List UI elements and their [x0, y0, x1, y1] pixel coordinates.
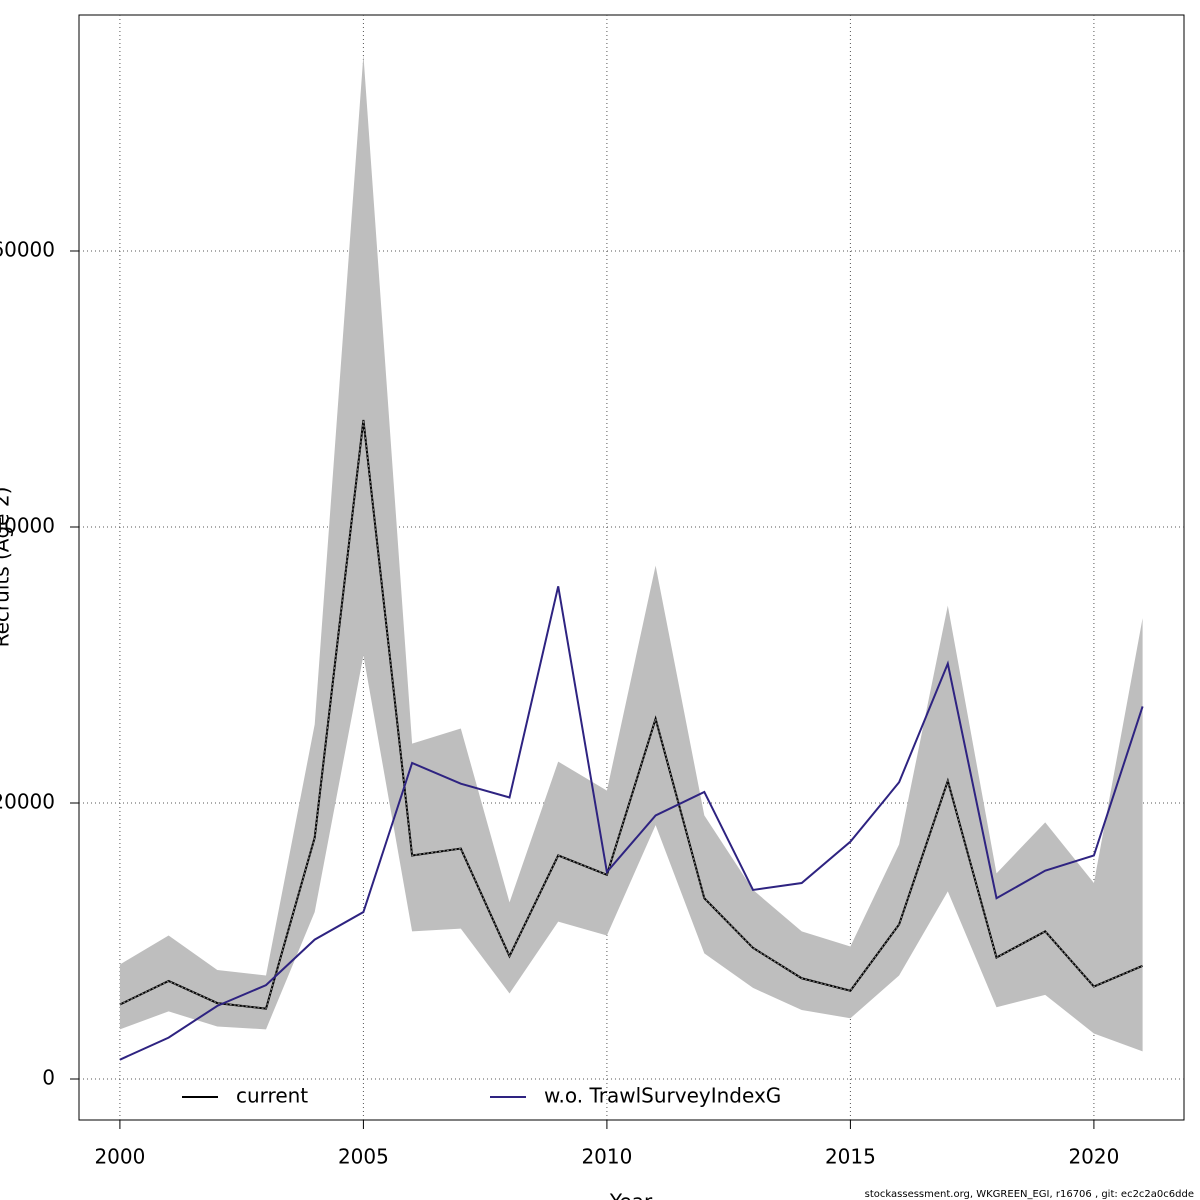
- y-tick-label: 60000: [0, 237, 55, 261]
- y-tick-label: 0: [42, 1065, 55, 1089]
- legend-label: current: [236, 1084, 308, 1108]
- x-tick-label: 2015: [825, 1145, 876, 1169]
- legend-label: w.o. TrawlSurveyIndexG: [544, 1084, 781, 1108]
- y-axis-title: Recruits (Age 2): [0, 487, 14, 648]
- plot-frame: [78, 14, 1185, 1121]
- series-line: [119, 586, 1144, 1061]
- x-axis-title: Year: [609, 1190, 653, 1200]
- confidence-band: [119, 55, 1143, 1052]
- footnote: stockassessment.org, WKGREEN_EGI, r16706…: [865, 1189, 1194, 1200]
- x-tick-label: 2005: [338, 1145, 389, 1169]
- x-tick-label: 2020: [1068, 1145, 1119, 1169]
- x-tick-label: 2010: [581, 1145, 632, 1169]
- y-tick-label: 40000: [0, 513, 55, 537]
- x-tick-label: 2000: [94, 1145, 145, 1169]
- series-line-overlay: [119, 419, 1143, 1010]
